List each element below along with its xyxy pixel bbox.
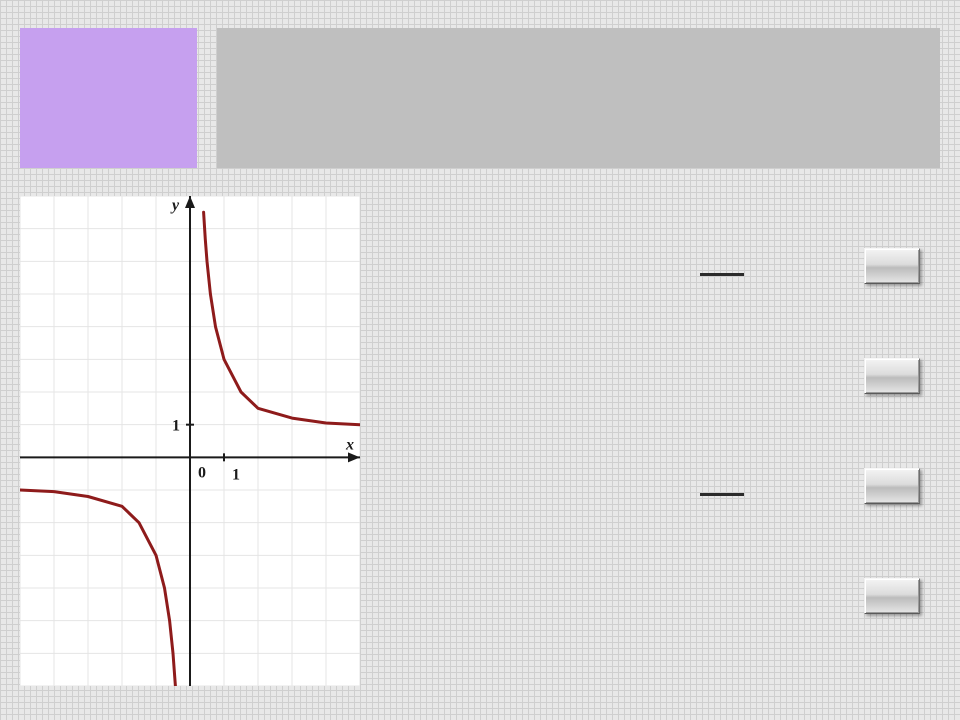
header	[20, 28, 940, 168]
answer-row	[700, 570, 920, 622]
answer-row	[700, 460, 920, 512]
header-tile-right	[217, 28, 940, 168]
graph-svg: y x 0 1 1	[20, 196, 360, 686]
answer-button-3[interactable]	[864, 468, 920, 504]
svg-text:1: 1	[232, 466, 240, 483]
svg-text:0: 0	[198, 464, 206, 481]
answer-button-2[interactable]	[864, 358, 920, 394]
answer-blank	[700, 273, 744, 276]
answer-button-4[interactable]	[864, 578, 920, 614]
answer-blank	[700, 493, 744, 496]
svg-text:1: 1	[172, 418, 180, 435]
svg-text:x: x	[345, 436, 354, 453]
svg-text:y: y	[170, 197, 180, 214]
answer-button-1[interactable]	[864, 248, 920, 284]
answer-panel	[700, 240, 940, 680]
function-graph: y x 0 1 1	[20, 196, 360, 686]
answer-row	[700, 350, 920, 402]
answer-row	[700, 240, 920, 292]
header-tile-left	[20, 28, 197, 168]
